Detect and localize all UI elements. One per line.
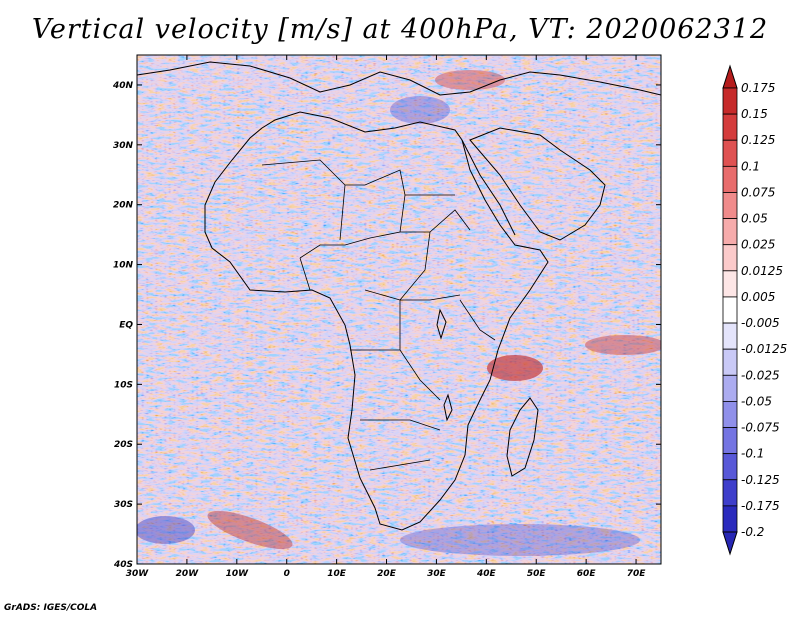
lon-tick-label: 10W — [226, 569, 250, 579]
colorbar-label: -0.05 — [741, 394, 772, 408]
lat-tick-label: 10N — [113, 261, 134, 271]
arabian-peninsula-coastline — [469, 127, 606, 241]
lat-tick-label: 20N — [113, 201, 134, 211]
lat-tick-label: 10S — [114, 380, 133, 390]
lon-tick-label: 40E — [476, 569, 497, 579]
velocity-field — [137, 55, 661, 564]
colorbar-swatch — [722, 401, 738, 428]
colorbar-label: 0.1 — [741, 159, 760, 173]
colorbar-swatch — [722, 296, 738, 324]
europe-coastline — [137, 61, 661, 96]
strong-ascent-region — [487, 355, 543, 381]
colorbar-swatch — [722, 113, 738, 141]
madagascar-coastline — [506, 397, 539, 477]
longitude-axis: 30W 20W 10W 0 10E 20E 30E 40E 50E 60E 70E — [126, 55, 646, 579]
colorbar-label: -0.1 — [741, 447, 764, 461]
colorbar-label: 0.15 — [741, 107, 768, 121]
lon-tick-label: 20E — [377, 569, 397, 579]
lat-tick-label: EQ — [119, 320, 133, 330]
colorbar-swatch — [722, 165, 738, 193]
colorbar-swatch — [722, 192, 738, 219]
colorbar-top-arrow — [722, 64, 738, 89]
colorbar-label: -0.0125 — [741, 342, 787, 356]
colorbar-label: 0.0125 — [741, 264, 783, 278]
descent-region-mediterranean — [390, 96, 450, 124]
colorbar-label: -0.005 — [741, 316, 780, 330]
lon-tick-label: 30E — [427, 569, 447, 579]
descent-band-south — [400, 524, 640, 556]
colorbar-label: -0.175 — [741, 499, 780, 513]
colorbar-bottom-arrow — [722, 531, 738, 556]
colorbar-label: 0.05 — [741, 212, 768, 226]
lon-tick-label: 10E — [327, 569, 347, 579]
colorbar-swatch — [722, 218, 738, 246]
colorbar-label: -0.2 — [741, 525, 764, 539]
lon-tick-label: 0 — [284, 569, 290, 579]
colorbar-swatch — [722, 244, 738, 272]
ascent-region-north — [435, 70, 505, 90]
latitude-axis: 40N 30N 20N 10N EQ 10S 20S 30S 40S — [112, 81, 661, 570]
lon-tick-label: 20W — [176, 569, 200, 579]
colorbar-label: 0.005 — [741, 290, 775, 304]
grads-credit: GrADS: IGES/COLA — [4, 603, 98, 613]
colorbar-swatch — [722, 270, 738, 298]
africa-coastline — [204, 111, 549, 531]
lat-tick-label: 30S — [114, 500, 133, 510]
colorbar-swatch — [722, 427, 738, 455]
plot-frame — [136, 54, 662, 565]
colorbar-swatch — [722, 87, 738, 115]
country-borders — [261, 159, 496, 471]
colorbar-label: 0.025 — [741, 238, 775, 252]
red-sea-coast — [461, 139, 516, 236]
colorbar-label: 0.125 — [741, 133, 775, 147]
lat-tick-label: 30N — [113, 141, 134, 151]
coastlines — [137, 61, 661, 531]
colorbar: 0.175 0.15 0.125 0.1 0.075 0.05 0.025 0.0125 0.0… — [722, 64, 787, 556]
lat-tick-label: 40S — [113, 560, 133, 570]
colorbar-label: -0.025 — [741, 368, 780, 382]
lat-tick-label: 20S — [114, 440, 133, 450]
colorbar-swatch — [722, 139, 738, 167]
colorbar-label: 0.075 — [741, 185, 775, 199]
colorbar-swatch — [722, 453, 738, 481]
lat-tick-label: 40N — [112, 81, 134, 91]
lon-tick-label: 50E — [527, 569, 547, 579]
colorbar-swatch — [722, 322, 738, 350]
descent-region-southwest — [137, 516, 195, 544]
ascent-band-southwest — [207, 510, 293, 550]
map-title: Vertical velocity [m/s] at 400hPa, VT: 2… — [31, 14, 769, 45]
lon-tick-label: 30W — [126, 569, 150, 579]
colorbar-swatch — [722, 348, 738, 376]
colorbar-swatch — [722, 374, 738, 402]
lon-tick-label: 70E — [627, 569, 647, 579]
colorbar-label: -0.125 — [741, 473, 780, 487]
lakes — [436, 308, 453, 422]
colorbar-label: -0.075 — [741, 421, 780, 435]
colorbar-swatch — [722, 479, 738, 507]
ascent-band-east — [585, 335, 661, 355]
colorbar-label: 0.175 — [741, 81, 775, 95]
colorbar-swatch — [722, 505, 738, 533]
lon-tick-label: 60E — [577, 569, 597, 579]
